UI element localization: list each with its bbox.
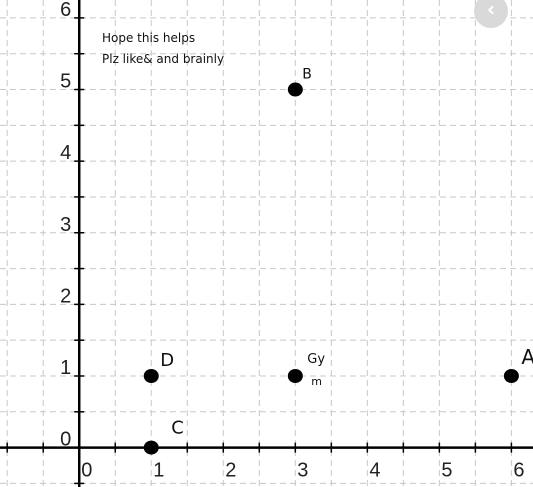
x-tick-label: 2 [225, 460, 236, 482]
point-label: D [160, 350, 174, 371]
point-label: C [171, 418, 184, 439]
y-tick-label: 6 [60, 0, 71, 21]
data-point [287, 368, 303, 383]
point-label: Gy m [307, 352, 325, 388]
y-tick-label: 0 [60, 429, 71, 451]
annotation-line-1: Hope this helps [102, 31, 195, 45]
point-labels: A B C D Gy m [160, 67, 533, 439]
x-tick-labels: 0 1 2 3 4 5 6 [81, 460, 524, 482]
y-tick-label: 3 [60, 214, 71, 236]
x-tick-label: 0 [81, 460, 92, 482]
data-point [287, 82, 303, 97]
data-point [143, 368, 159, 383]
back-button[interactable]: ‹ [474, 0, 508, 28]
point-label: A [521, 345, 533, 369]
data-point [503, 368, 519, 383]
annotation-line-2: Plz like& and brainly [102, 52, 224, 66]
y-tick-label: 1 [60, 357, 71, 379]
x-tick-label: 3 [297, 460, 308, 482]
point-label: B [302, 67, 312, 83]
data-points [143, 82, 519, 455]
y-tick-label: 5 [60, 71, 71, 93]
y-tick-label: 4 [60, 142, 71, 164]
y-tick-label: 2 [60, 285, 71, 307]
x-tick-label: 6 [513, 460, 524, 482]
y-tick-labels: 0 1 2 3 4 5 6 [60, 0, 71, 451]
x-tick-label: 4 [369, 460, 380, 482]
chevron-left-icon: ‹ [486, 0, 496, 21]
data-point [143, 440, 159, 455]
x-tick-label: 5 [441, 460, 452, 482]
annotations: Hope this helps Plz like& and brainly [102, 31, 224, 66]
x-tick-label: 1 [153, 460, 164, 482]
